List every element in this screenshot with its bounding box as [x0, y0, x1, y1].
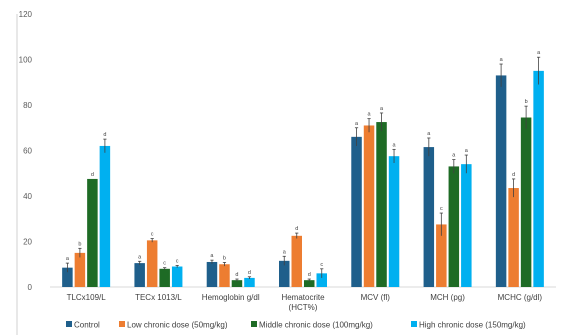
significance-label-5-3: a [465, 148, 469, 154]
y-tick-label-0: 0 [28, 283, 33, 292]
bar-3-1 [291, 235, 302, 287]
bar-0-3 [99, 145, 111, 287]
significance-label-2-3: d [248, 270, 251, 276]
significance-label-3-2: d [308, 272, 311, 278]
bar-3-3 [316, 273, 327, 287]
significance-label-0-1: b [78, 241, 81, 247]
significance-label-0-0: a [66, 256, 70, 262]
bar-6-0 [495, 75, 507, 287]
y-tick-label-2: 40 [23, 192, 32, 201]
significance-label-0-2: d [91, 172, 94, 178]
legend-swatch-3 [411, 321, 417, 327]
x-tick-label-6: MCHC (g/dl) [498, 293, 543, 302]
bar-1-1 [146, 240, 158, 287]
significance-label-3-1: d [295, 226, 298, 232]
legend-label-0: Control [74, 321, 100, 330]
bar-6-2 [520, 117, 532, 287]
y-tick-label-6: 120 [19, 10, 33, 19]
significance-label-2-2: d [235, 272, 238, 278]
legend-label-1: Low chronic dose (50mg/kg) [127, 321, 228, 330]
bar-3-2 [304, 280, 315, 287]
bar-5-1 [436, 224, 447, 287]
bar-5-3 [461, 164, 472, 287]
legend-label-2: Middle chronic dose (100mg/kg) [259, 321, 373, 330]
significance-label-5-2: a [452, 153, 456, 159]
significance-label-2-0: a [210, 253, 214, 259]
significance-label-0-3: d [103, 132, 106, 138]
significance-label-2-1: b [223, 255, 226, 261]
bar-5-2 [448, 166, 460, 287]
significance-label-4-0: a [355, 121, 359, 127]
significance-label-1-0: a [138, 254, 142, 260]
bar-6-1 [508, 188, 519, 287]
bars-layer [62, 56, 544, 287]
bar-0-1 [74, 252, 86, 287]
bar-4-1 [363, 125, 375, 287]
bar-4-2 [376, 122, 387, 287]
significance-label-6-2: b [525, 99, 528, 105]
y-tick-label-3: 60 [23, 147, 32, 156]
significance-label-6-0: a [500, 57, 504, 63]
legend-swatch-1 [119, 321, 125, 327]
x-tick-label-4: MCV (fl) [361, 293, 391, 302]
significance-label-3-0: a [283, 249, 287, 255]
x-tick-label-2: Hemoglobin g/dl [202, 293, 260, 302]
significance-label-3-3: c [320, 262, 323, 268]
significance-label-1-3: c [176, 258, 179, 264]
bar-4-3 [388, 156, 400, 287]
significance-label-1-1: c [151, 232, 154, 238]
x-tick-label-1: TECx 1013/L [135, 293, 182, 302]
significance-label-4-2: a [380, 106, 384, 112]
labels-layer: a b d d TLCx109/L a c c c TECx 1013/L a b d d Hemoglob… [66, 50, 543, 312]
legend-swatch-0 [66, 321, 72, 327]
significance-label-5-0: a [427, 131, 431, 137]
x-tick-label-3: Hematocrite [281, 293, 325, 302]
y-tick-label-4: 80 [23, 101, 32, 110]
significance-label-4-1: a [368, 112, 372, 118]
bar-0-0 [62, 267, 73, 287]
y-tick-label-1: 20 [23, 238, 32, 247]
bar-5-0 [423, 147, 435, 287]
bar-1-0 [134, 263, 145, 287]
bar-2-0 [206, 261, 218, 287]
significance-label-6-1: d [512, 172, 515, 178]
x-tick-label-3-line-1: (HCT%) [289, 303, 318, 312]
significance-label-6-3: a [537, 50, 541, 56]
x-tick-label-5: MCH (pg) [430, 293, 465, 302]
bar-0-2 [87, 178, 98, 287]
axes-layer: 0 20 40 60 80 100 120 [16, 10, 556, 335]
legend: Control Low chronic dose (50mg/kg) Middle … [66, 321, 526, 330]
legend-swatch-2 [251, 321, 257, 327]
significance-label-5-1: c [440, 206, 443, 212]
bar-3-0 [279, 260, 290, 287]
bar-1-3 [171, 266, 183, 287]
bar-6-3 [533, 70, 544, 287]
bar-2-2 [231, 280, 243, 287]
bar-1-2 [159, 268, 170, 287]
bar-2-3 [244, 277, 255, 287]
y-tick-label-5: 100 [19, 56, 33, 65]
significance-label-1-2: c [163, 261, 166, 267]
significance-label-4-3: a [393, 142, 397, 148]
bar-2-1 [219, 264, 230, 287]
legend-label-3: High chronic dose (150mg/kg) [419, 321, 526, 330]
x-tick-label-0: TLCx109/L [67, 293, 107, 302]
bar-4-0 [351, 136, 362, 287]
